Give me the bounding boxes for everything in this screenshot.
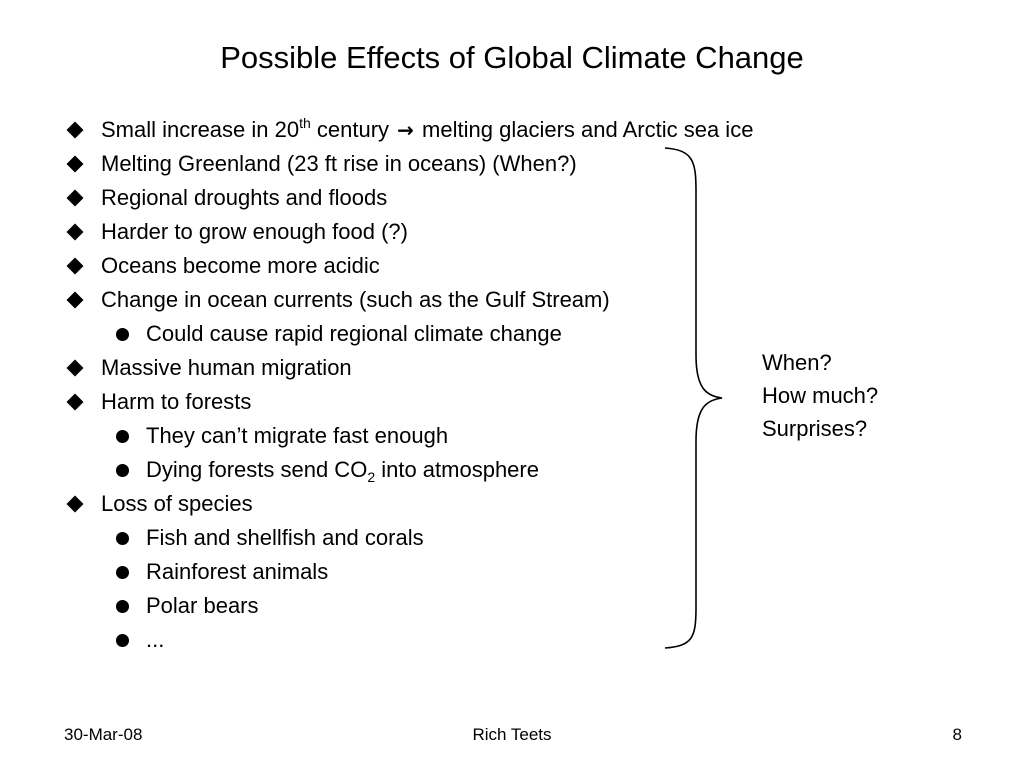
bullet-item: Change in ocean currents (such as the Gu…: [0, 283, 700, 317]
text-run: Change in ocean currents (such as the Gu…: [101, 287, 610, 312]
dot-bullet-icon: [112, 589, 132, 623]
bullet-text: Fish and shellfish and corals: [146, 521, 424, 555]
text-run: Fish and shellfish and corals: [146, 525, 424, 550]
side-note-when: When?: [762, 350, 832, 375]
bullet-item: Small increase in 20th century → melting…: [0, 113, 753, 147]
sub-bullet-item: Fish and shellfish and corals: [0, 521, 700, 555]
dot-bullet-icon: [112, 317, 132, 351]
bullet-text: Rainforest animals: [146, 555, 328, 589]
bullet-text: They can’t migrate fast enough: [146, 419, 448, 453]
text-run: ...: [146, 627, 165, 652]
text-run: Could cause rapid regional climate chang…: [146, 321, 562, 346]
sub-bullet-item: They can’t migrate fast enough: [0, 419, 700, 453]
dot-bullet-icon: [112, 623, 132, 657]
sub-bullet-item: Dying forests send CO2 into atmosphere: [0, 453, 700, 487]
text-run: Harm to forests: [101, 389, 252, 414]
diamond-bullet-icon: [64, 487, 86, 521]
bullet-text: Dying forests send CO2 into atmosphere: [146, 453, 539, 487]
text-run: Small increase in 20: [101, 117, 300, 142]
side-note-how-much: How much?: [762, 383, 879, 408]
dot-bullet-icon: [112, 555, 132, 589]
diamond-bullet-icon: [64, 215, 86, 249]
text-run: Loss of species: [101, 491, 253, 516]
dot-bullet-icon: [112, 419, 132, 453]
diamond-bullet-icon: [64, 181, 86, 215]
bullet-item: Massive human migration: [0, 351, 700, 385]
sub-bullet-item: ...: [0, 623, 700, 657]
bullet-text: Harder to grow enough food (?): [101, 215, 408, 249]
text-run: century: [310, 117, 396, 142]
text-run: Dying forests send CO: [146, 457, 368, 482]
bullet-text: ...: [146, 623, 164, 657]
diamond-bullet-icon: [64, 385, 86, 419]
slide-title: Possible Effects of Global Climate Chang…: [220, 40, 804, 75]
sub-bullet-item: Polar bears: [0, 589, 700, 623]
bullet-item: Harm to forests: [0, 385, 700, 419]
diamond-bullet-icon: [64, 147, 86, 181]
diamond-bullet-icon: [64, 113, 86, 147]
bullet-item: Harder to grow enough food (?): [0, 215, 700, 249]
text-run: melting glaciers and Arctic sea ice: [415, 117, 754, 142]
bullet-text: Oceans become more acidic: [101, 249, 380, 283]
subscript: 2: [367, 469, 376, 485]
bullet-text: Regional droughts and floods: [101, 181, 387, 215]
bullet-text: Small increase in 20th century → melting…: [101, 113, 753, 147]
diamond-bullet-icon: [64, 351, 86, 385]
bullet-item: Loss of species: [0, 487, 700, 521]
text-run: Polar bears: [146, 593, 259, 618]
text-run: Harder to grow enough food (?): [101, 219, 408, 244]
footer-page-number: 8: [952, 725, 962, 744]
superscript: th: [299, 115, 311, 131]
right-arrow-icon: →: [397, 118, 414, 142]
text-run: Melting Greenland (23 ft rise in oceans)…: [101, 151, 577, 176]
diamond-bullet-icon: [64, 249, 86, 283]
text-run: Rainforest animals: [146, 559, 329, 584]
sub-bullet-item: Rainforest animals: [0, 555, 700, 589]
bullet-item: Oceans become more acidic: [0, 249, 700, 283]
text-run: They can’t migrate fast enough: [146, 423, 449, 448]
bullet-text: Loss of species: [101, 487, 253, 521]
footer-date: 30-Mar-08: [64, 725, 143, 744]
side-notes: When? How much? Surprises?: [762, 346, 878, 445]
bullet-text: Melting Greenland (23 ft rise in oceans)…: [101, 147, 577, 181]
text-run: Oceans become more acidic: [101, 253, 380, 278]
diamond-bullet-icon: [64, 283, 86, 317]
text-run: Regional droughts and floods: [101, 185, 388, 210]
bullet-text: Massive human migration: [101, 351, 352, 385]
bullet-item: Melting Greenland (23 ft rise in oceans)…: [0, 147, 700, 181]
dot-bullet-icon: [112, 453, 132, 487]
bullet-item: Regional droughts and floods: [0, 181, 700, 215]
sub-bullet-item: Could cause rapid regional climate chang…: [0, 317, 700, 351]
text-run: Massive human migration: [101, 355, 352, 380]
bullet-text: Polar bears: [146, 589, 259, 623]
footer-author: Rich Teets: [472, 725, 552, 744]
dot-bullet-icon: [112, 521, 132, 555]
bullet-text: Change in ocean currents (such as the Gu…: [101, 283, 610, 317]
side-note-surprises: Surprises?: [762, 416, 868, 441]
bullet-text: Could cause rapid regional climate chang…: [146, 317, 562, 351]
text-run: into atmosphere: [375, 457, 539, 482]
bullet-list: Small increase in 20th century → melting…: [0, 113, 753, 657]
bullet-text: Harm to forests: [101, 385, 251, 419]
